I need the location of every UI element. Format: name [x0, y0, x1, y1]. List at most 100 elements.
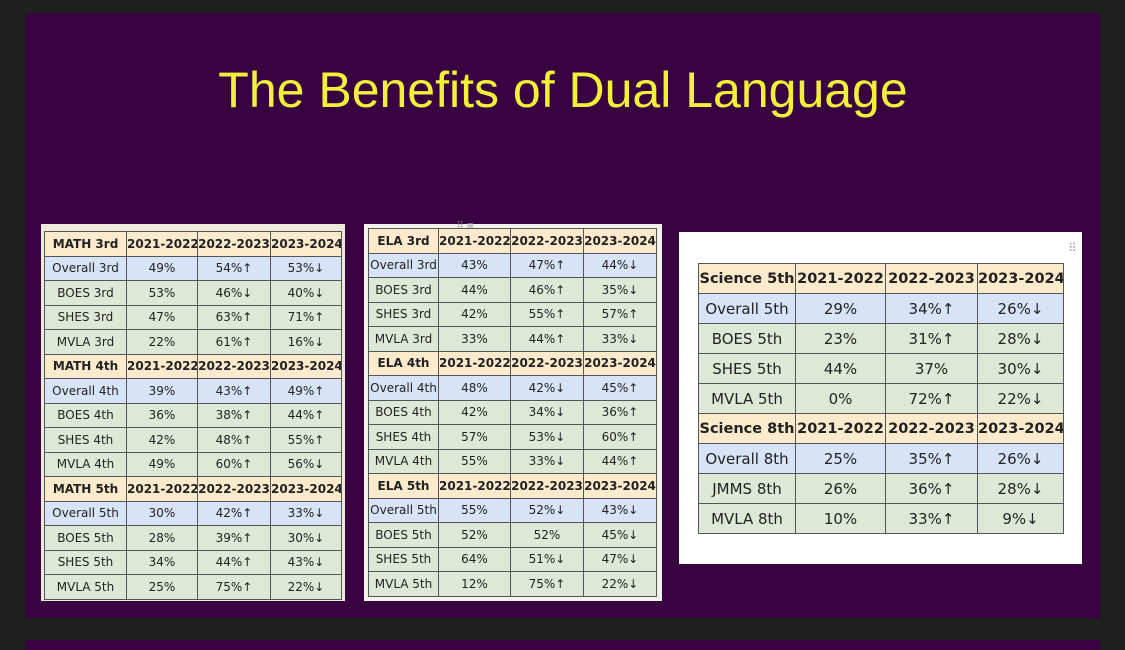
value-cell: 30%↓: [270, 525, 342, 551]
row-label-cell: MVLA 5th: [368, 571, 439, 597]
row-label-cell: MVLA 4th: [368, 448, 439, 474]
header-cell: 2023-2024: [977, 263, 1064, 294]
table-row: Overall 8th 25% 35%↑ 26%↓: [698, 443, 1064, 474]
value-cell: 9%↓: [977, 503, 1064, 534]
value-cell: 39%↑: [197, 525, 271, 551]
header-cell: ELA 3rd: [368, 228, 439, 254]
ela-table: ELA 3rd 2021-2022 2022-2023 2023-2024 Overal…: [368, 228, 657, 597]
table-row: MVLA 5th 25% 75%↑ 22%↓: [44, 574, 342, 600]
row-label-cell: Overall 3rd: [368, 252, 439, 278]
value-cell: 33%↑: [885, 503, 978, 534]
header-cell: 2023-2024: [977, 413, 1064, 444]
value-cell: 55%: [438, 497, 511, 523]
row-label-cell: Overall 5th: [368, 497, 439, 523]
table-row: SHES 5th 44% 37% 30%↓: [698, 353, 1064, 384]
header-cell: 2021-2022: [438, 473, 511, 499]
value-cell: 30%↓: [977, 353, 1064, 384]
math-table-image[interactable]: MATH 3rd 2021-2022 2022-2023 2023-2024 Overa…: [41, 224, 345, 601]
header-cell: 2021-2022: [126, 231, 198, 257]
ela-table-image[interactable]: ELA 3rd 2021-2022 2022-2023 2023-2024 Overal…: [364, 224, 662, 601]
table-row: BOES 4th 42% 34%↓ 36%↑: [368, 399, 657, 425]
value-cell: 48%↑: [197, 427, 271, 453]
row-label-cell: MVLA 3rd: [44, 329, 127, 355]
value-cell: 56%↓: [270, 451, 342, 477]
table-row: BOES 4th 36% 38%↑ 44%↑: [44, 402, 342, 428]
table-row: MVLA 8th 10% 33%↑ 9%↓: [698, 503, 1064, 534]
header-cell: 2023-2024: [583, 473, 657, 499]
value-cell: 33%↓: [583, 326, 657, 352]
value-cell: 44%↑: [270, 402, 342, 428]
header-cell: 2022-2023: [197, 231, 271, 257]
header-cell: 2022-2023: [197, 476, 271, 502]
table-row: Overall 4th 39% 43%↑ 49%↑: [44, 378, 342, 404]
value-cell: 44%↓: [583, 252, 657, 278]
header-cell: 2023-2024: [270, 353, 342, 379]
value-cell: 36%: [126, 402, 198, 428]
value-cell: 53%↓: [510, 424, 584, 450]
row-label-cell: Overall 3rd: [44, 255, 127, 281]
value-cell: 63%↑: [197, 304, 271, 330]
value-cell: 34%↓: [510, 399, 584, 425]
value-cell: 71%↑: [270, 304, 342, 330]
table-row: SHES 5th 34% 44%↑ 43%↓: [44, 549, 342, 575]
value-cell: 35%↑: [885, 443, 978, 474]
value-cell: 22%↓: [977, 383, 1064, 414]
row-label-cell: Overall 5th: [44, 500, 127, 526]
value-cell: 36%↑: [885, 473, 978, 504]
value-cell: 42%: [126, 427, 198, 453]
row-label-cell: SHES 3rd: [368, 301, 439, 327]
value-cell: 44%↑: [583, 448, 657, 474]
header-cell: ELA 4th: [368, 350, 439, 376]
header-cell: 2021-2022: [795, 263, 886, 294]
value-cell: 26%↓: [977, 443, 1064, 474]
row-label-cell: SHES 5th: [698, 353, 796, 384]
table-row: Overall 3rd 49% 54%↑ 53%↓: [44, 255, 342, 281]
value-cell: 43%↓: [270, 549, 342, 575]
value-cell: 31%↑: [885, 323, 978, 354]
value-cell: 64%: [438, 546, 511, 572]
value-cell: 10%: [795, 503, 886, 534]
value-cell: 45%↑: [583, 375, 657, 401]
table-row: Overall 5th 55% 52%↓ 43%↓: [368, 497, 657, 523]
value-cell: 28%↓: [977, 473, 1064, 504]
value-cell: 22%↓: [583, 571, 657, 597]
value-cell: 38%↑: [197, 402, 271, 428]
value-cell: 75%↑: [197, 574, 271, 600]
value-cell: 52%↓: [510, 497, 584, 523]
table-row: ELA 3rd 2021-2022 2022-2023 2023-2024: [368, 228, 657, 254]
value-cell: 75%↑: [510, 571, 584, 597]
value-cell: 43%↑: [197, 378, 271, 404]
table-row: MVLA 5th 0% 72%↑ 22%↓: [698, 383, 1064, 414]
row-label-cell: BOES 4th: [368, 399, 439, 425]
header-cell: 2022-2023: [510, 228, 584, 254]
table-row: Science 5th 2021-2022 2022-2023 2023-2024: [698, 263, 1064, 294]
drag-handle-icon[interactable]: ⠿ ≡: [457, 221, 474, 231]
table-row: Overall 4th 48% 42%↓ 45%↑: [368, 375, 657, 401]
table-row: MVLA 3rd 22% 61%↑ 16%↓: [44, 329, 342, 355]
value-cell: 28%: [126, 525, 198, 551]
row-label-cell: BOES 5th: [44, 525, 127, 551]
value-cell: 43%: [438, 252, 511, 278]
header-cell: Science 5th: [698, 263, 796, 294]
header-cell: MATH 4th: [44, 353, 127, 379]
row-label-cell: BOES 3rd: [44, 280, 127, 306]
value-cell: 44%↑: [197, 549, 271, 575]
value-cell: 22%↓: [270, 574, 342, 600]
value-cell: 34%: [126, 549, 198, 575]
header-cell: 2023-2024: [583, 350, 657, 376]
table-row: SHES 4th 57% 53%↓ 60%↑: [368, 424, 657, 450]
science-table: Science 5th 2021-2022 2022-2023 2023-2024 Ov…: [698, 263, 1064, 534]
table-row: SHES 5th 64% 51%↓ 47%↓: [368, 546, 657, 572]
more-options-icon[interactable]: ⠿: [1068, 241, 1077, 255]
table-row: SHES 3rd 42% 55%↑ 57%↑: [368, 301, 657, 327]
value-cell: 26%: [795, 473, 886, 504]
value-cell: 46%↑: [510, 277, 584, 303]
value-cell: 36%↑: [583, 399, 657, 425]
science-table-image[interactable]: Science 5th 2021-2022 2022-2023 2023-2024 Ov…: [679, 232, 1082, 564]
value-cell: 47%↓: [583, 546, 657, 572]
value-cell: 35%↓: [583, 277, 657, 303]
value-cell: 43%↓: [583, 497, 657, 523]
value-cell: 52%: [438, 522, 511, 548]
value-cell: 30%: [126, 500, 198, 526]
table-row: MVLA 5th 12% 75%↑ 22%↓: [368, 571, 657, 597]
